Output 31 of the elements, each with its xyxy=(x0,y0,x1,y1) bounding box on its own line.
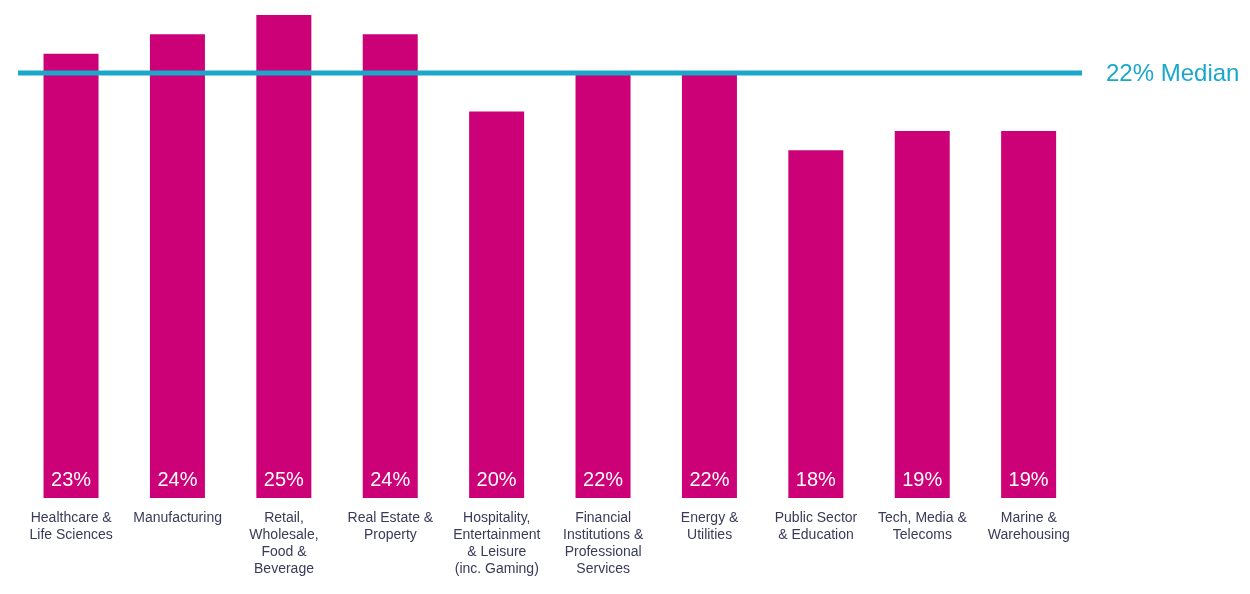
x-tick-label: Energy & Utilities xyxy=(680,509,740,542)
bar xyxy=(149,34,205,498)
ref-line-label: 22% Median xyxy=(1106,59,1240,87)
bar xyxy=(362,34,418,498)
bar xyxy=(43,53,99,498)
bar xyxy=(1001,130,1057,498)
data-label: 22% xyxy=(689,468,730,490)
x-tick-label: Marine & Warehousing xyxy=(987,509,1070,542)
data-label: 23% xyxy=(51,468,92,490)
data-label: 25% xyxy=(263,468,305,490)
data-label: 22% xyxy=(583,468,624,490)
data-label: 19% xyxy=(1008,468,1049,490)
x-tick-label: Public Sector & Education xyxy=(774,509,858,542)
x-tick-label: Retail, Wholesale, Food & Beverage xyxy=(249,509,319,576)
x-tick-label: Hospitality, Entertainment & Leisure (inc. Gaming) xyxy=(453,509,541,576)
bar xyxy=(469,111,525,498)
x-tick-label: Manufacturing xyxy=(133,509,222,525)
bar xyxy=(681,72,737,498)
data-label: 19% xyxy=(902,468,943,490)
bar xyxy=(256,15,312,498)
x-tick-label: Tech, Media & Telecoms xyxy=(878,509,968,542)
bar xyxy=(788,150,844,498)
bar xyxy=(575,72,631,498)
data-label: 24% xyxy=(157,468,198,490)
x-tick-label: Financial Institutions & Professional Services xyxy=(563,509,644,576)
data-label: 24% xyxy=(370,468,411,490)
x-tick-label: Healthcare & Life Sciences xyxy=(29,509,113,542)
data-label: 20% xyxy=(476,468,517,490)
bar xyxy=(894,130,950,498)
x-tick-label: Real Estate & Property xyxy=(347,509,434,542)
data-label: 18% xyxy=(795,468,837,490)
